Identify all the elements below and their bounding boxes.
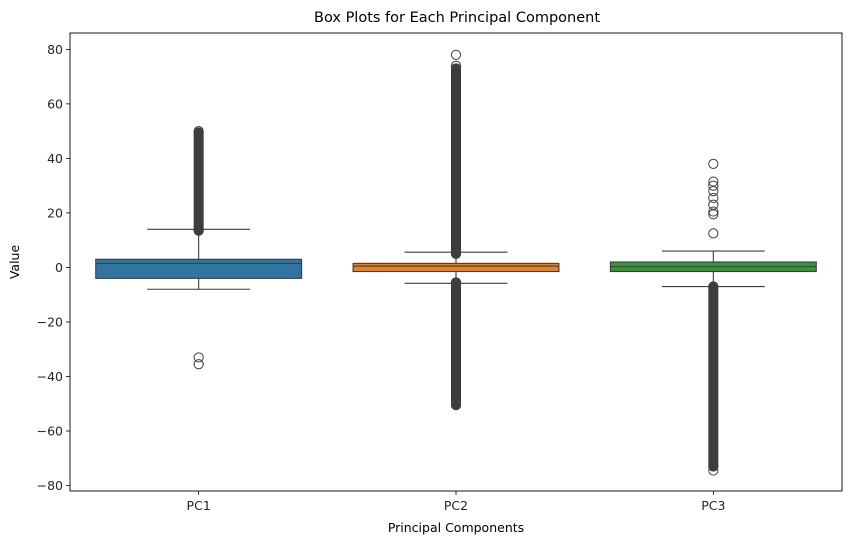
outlier-band — [708, 281, 719, 472]
outlier-point — [193, 126, 204, 137]
outlier-point — [450, 400, 462, 411]
outlier-point — [193, 225, 204, 236]
outlier-point — [450, 63, 462, 74]
x-tick-label: PC1 — [187, 498, 211, 513]
y-tick-label: −60 — [37, 424, 63, 439]
box-iqr — [95, 258, 303, 279]
y-tick-label: −40 — [37, 369, 63, 384]
y-tick-label: 20 — [47, 205, 63, 220]
outlier-point — [708, 465, 719, 476]
x-axis-title: Principal Components — [388, 520, 524, 535]
outlier-band — [193, 127, 204, 236]
outlier-point — [708, 206, 719, 217]
outlier-point — [193, 359, 204, 370]
outlier-band — [451, 277, 461, 411]
outlier-point — [708, 228, 719, 239]
box-group-pc2 — [352, 49, 560, 411]
box-group-pc3 — [609, 158, 817, 476]
y-tick-label: 80 — [47, 42, 63, 57]
outlier-point — [708, 180, 719, 191]
y-tick-label: 0 — [55, 260, 63, 275]
outlier-point — [708, 176, 719, 187]
outlier-point — [450, 60, 462, 71]
outlier-point — [708, 192, 719, 204]
outlier-band — [451, 63, 461, 259]
chart-title: Box Plots for Each Principal Component — [314, 10, 600, 26]
x-tick-label: PC2 — [444, 498, 468, 513]
outlier-point — [193, 352, 204, 363]
outlier-point — [708, 158, 719, 169]
plot-area — [95, 49, 817, 476]
y-tick-label: 60 — [47, 96, 63, 111]
outlier-point — [708, 461, 719, 472]
outlier-point — [450, 49, 462, 60]
outlier-point — [450, 248, 462, 259]
x-tick-label: PC3 — [701, 498, 725, 513]
outlier-point — [708, 209, 719, 220]
outlier-point — [708, 186, 719, 197]
y-tick-label: 40 — [47, 151, 63, 166]
outlier-point — [450, 277, 462, 288]
y-tick-label: −20 — [37, 314, 63, 329]
box-iqr — [352, 262, 560, 273]
box-group-pc1 — [95, 126, 303, 370]
y-tick-label: −80 — [37, 478, 63, 493]
y-axis-title: Value — [7, 245, 22, 280]
outlier-point — [708, 281, 719, 292]
